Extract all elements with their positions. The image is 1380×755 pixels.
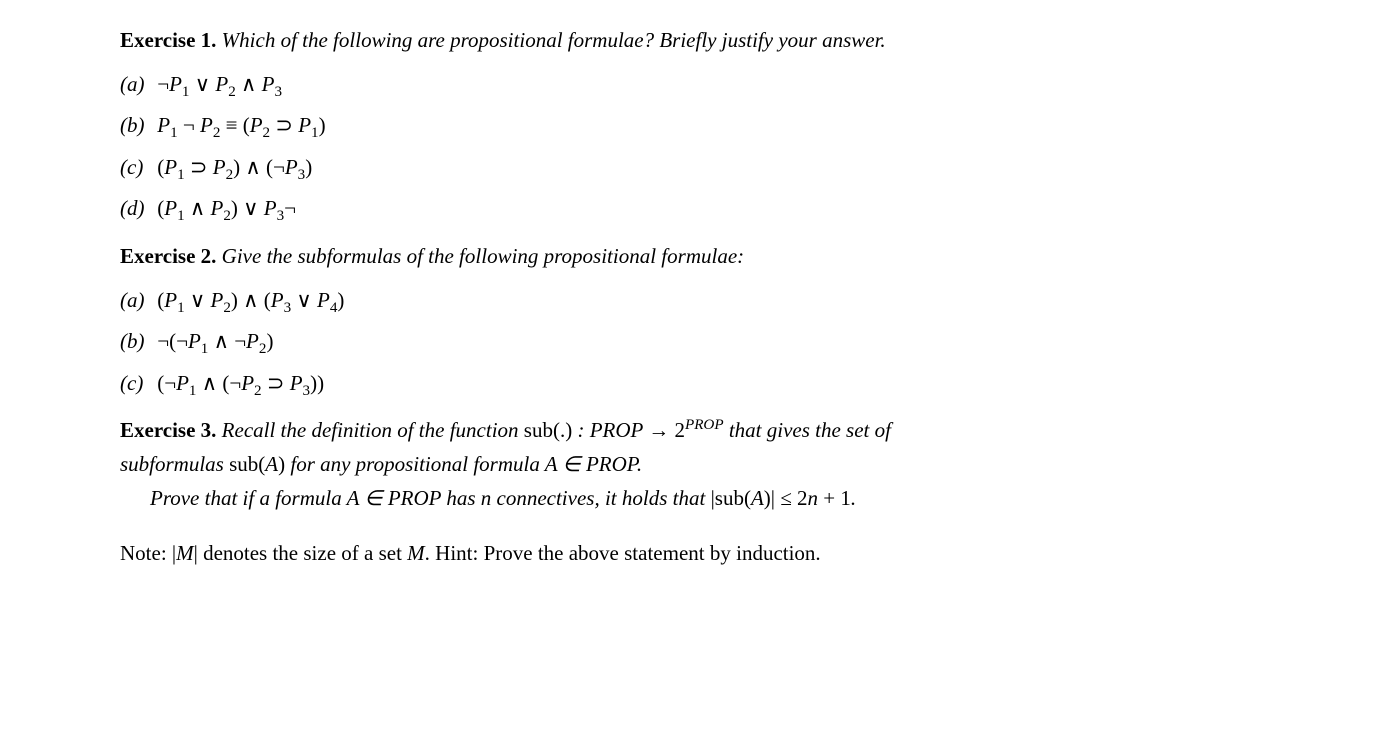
item-label: (a) [120, 284, 152, 318]
exercise-1-item-c: (c) (P1 ⊃ P2) ∧ (¬P3) [120, 151, 1260, 185]
exercise-1-label: Exercise 1. [120, 28, 216, 52]
exercise-1-header: Exercise 1. Which of the following are p… [120, 24, 1260, 58]
formula: ¬P1 ∨ P2 ∧ P3 [157, 72, 282, 96]
exercise-3-label: Exercise 3. [120, 418, 216, 442]
item-label: (c) [120, 151, 152, 185]
formula: P1 ¬ P2 ≡ (P2 ⊃ P1) [157, 113, 325, 137]
formula: ¬(¬P1 ∧ ¬P2) [157, 329, 273, 353]
exercise-3-line2: subformulas sub(A) for any propositional… [120, 448, 1260, 482]
formula: (P1 ∧ P2) ∨ P3¬ [157, 196, 296, 220]
exercise-1-item-a: (a) ¬P1 ∨ P2 ∧ P3 [120, 68, 1260, 102]
exercise-1-title: Which of the following are propositional… [222, 28, 886, 52]
exercise-2-item-a: (a) (P1 ∨ P2) ∧ (P3 ∨ P4) [120, 284, 1260, 318]
item-label: (b) [120, 325, 152, 359]
exercise-2-label: Exercise 2. [120, 244, 216, 268]
exercise-3: Exercise 3. Recall the definition of the… [120, 414, 1260, 515]
item-label: (d) [120, 192, 152, 226]
exercise-1-item-b: (b) P1 ¬ P2 ≡ (P2 ⊃ P1) [120, 109, 1260, 143]
formula: (P1 ⊃ P2) ∧ (¬P3) [157, 155, 312, 179]
exercise-1-item-d: (d) (P1 ∧ P2) ∨ P3¬ [120, 192, 1260, 226]
formula: (¬P1 ∧ (¬P2 ⊃ P3)) [157, 371, 324, 395]
exercise-2-header: Exercise 2. Give the subformulas of the … [120, 240, 1260, 274]
formula: (P1 ∨ P2) ∧ (P3 ∨ P4) [157, 288, 344, 312]
exercise-1: Exercise 1. Which of the following are p… [120, 24, 1260, 226]
exercise-2-item-b: (b) ¬(¬P1 ∧ ¬P2) [120, 325, 1260, 359]
exercise-2-title: Give the subformulas of the following pr… [222, 244, 744, 268]
note: Note: |M| denotes the size of a set M. H… [120, 537, 1260, 571]
exercise-2-item-c: (c) (¬P1 ∧ (¬P2 ⊃ P3)) [120, 367, 1260, 401]
item-label: (c) [120, 367, 152, 401]
item-label: (b) [120, 109, 152, 143]
exercise-3-line1: Recall the definition of the function su… [222, 418, 891, 442]
exercise-3-line3: Prove that if a formula A ∈ PROP has n c… [120, 482, 1260, 516]
item-label: (a) [120, 68, 152, 102]
exercise-2: Exercise 2. Give the subformulas of the … [120, 240, 1260, 400]
exercise-3-body: Exercise 3. Recall the definition of the… [120, 414, 1260, 448]
